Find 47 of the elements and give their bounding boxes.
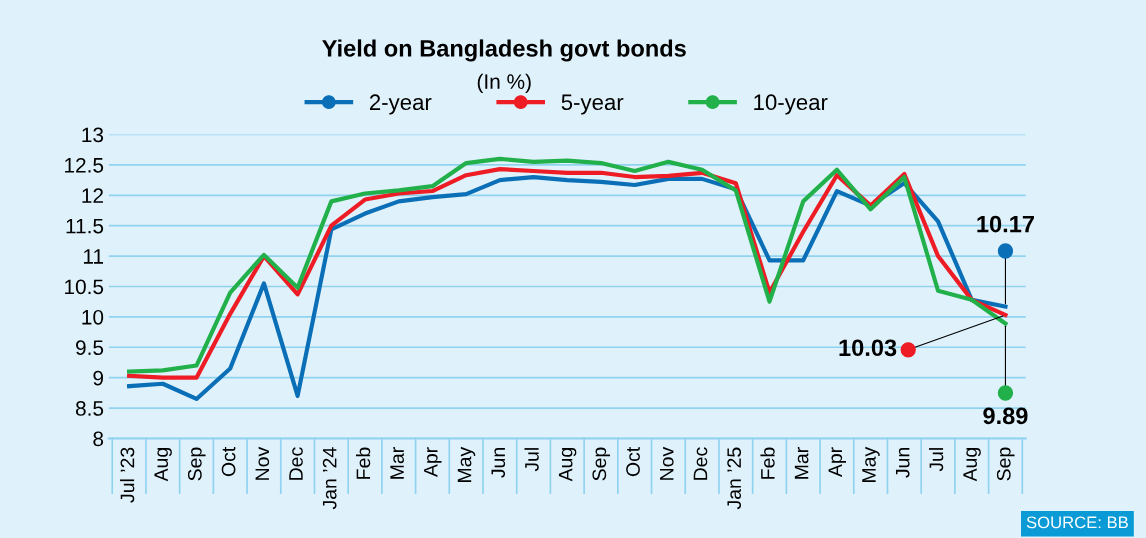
x-tick-label: Sep — [996, 447, 1015, 481]
x-tick-label: Aug — [963, 448, 981, 482]
y-tick-label: 12.5 — [65, 157, 104, 173]
y-tick-label: 8.5 — [75, 401, 104, 416]
x-tick-label: Jun — [895, 448, 910, 478]
source-note: SOURCE: BB — [1026, 516, 1128, 529]
x-tick-label: Jul ’23 — [120, 447, 135, 503]
legend-label: 5-year — [561, 94, 624, 115]
x-tick-label: Mar — [390, 447, 404, 479]
y-tick-label: 11.5 — [66, 218, 104, 234]
y-tick-label: 10.5 — [65, 279, 104, 295]
x-tick-label: Sep — [592, 447, 611, 481]
x-tick-label: Jul — [928, 448, 944, 472]
x-tick-label: Mar — [794, 447, 809, 479]
y-tick-label: 13 — [82, 127, 104, 143]
x-tick-label: Jul — [524, 448, 539, 472]
x-tick-label: Feb — [760, 447, 775, 479]
data-label: 10.03 — [839, 339, 897, 357]
x-tick-label: Aug — [558, 448, 577, 482]
y-tick-label: 8 — [93, 431, 104, 447]
x-tick-label: Dec — [289, 447, 303, 480]
y-tick-label: 11 — [83, 249, 103, 264]
chart-title: Yield on Bangladesh govt bonds — [322, 39, 686, 62]
x-tick-label: Jun — [491, 448, 506, 478]
x-tick-label: Apr — [828, 447, 846, 478]
data-label: 9.89 — [983, 407, 1028, 425]
y-tick-label: 9 — [93, 370, 104, 386]
x-tick-label: Jan ’24 — [322, 447, 337, 510]
x-tick-label: Jan ’25 — [727, 447, 742, 510]
x-tick-label: Dec — [693, 447, 708, 480]
x-tick-label: Nov — [660, 446, 674, 480]
legend-label: 10-year — [754, 94, 828, 115]
x-tick-label: Aug — [154, 448, 172, 482]
y-tick-label: 9.5 — [76, 340, 104, 356]
x-tick-label: Apr — [424, 447, 442, 478]
y-tick-label: 10 — [82, 309, 104, 325]
x-tick-label: May — [862, 446, 880, 482]
x-tick-label: May — [457, 446, 476, 482]
chart-subtitle: (In %) — [477, 73, 531, 94]
x-tick-label: Feb — [355, 447, 371, 479]
data-label: 10.17 — [977, 215, 1034, 233]
x-tick-label: Oct — [221, 446, 236, 477]
x-tick-label: Sep — [187, 447, 206, 481]
x-tick-label: Nov — [255, 446, 270, 480]
x-tick-label: Oct — [626, 446, 640, 477]
legend-label: 2-year — [369, 94, 432, 115]
y-tick-label: 12 — [82, 188, 103, 203]
